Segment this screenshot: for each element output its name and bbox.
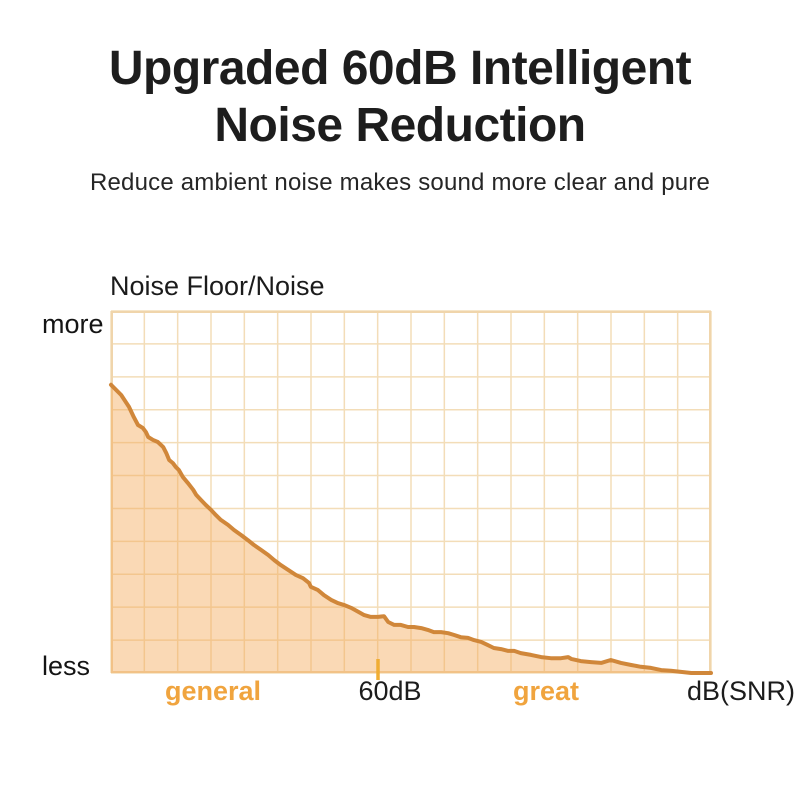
chart-title: Noise Floor/Noise xyxy=(110,271,325,301)
y-axis-label-more: more xyxy=(42,309,104,339)
noise-curve xyxy=(109,382,713,675)
grid-border xyxy=(111,311,711,673)
x-axis-label-general: general xyxy=(164,676,262,706)
x-axis-label-db-snr-: dB(SNR) xyxy=(686,676,796,706)
noise-area-fill xyxy=(111,384,711,673)
page-title: Upgraded 60dB Intelligent Noise Reductio… xyxy=(0,40,800,154)
title-line-2: Noise Reduction xyxy=(214,99,586,152)
page-subtitle: Reduce ambient noise makes sound more cl… xyxy=(89,169,711,196)
x-axis-label-60db: 60dB xyxy=(358,676,422,706)
x-axis-label-great: great xyxy=(512,676,580,706)
y-axis-label-less: less xyxy=(42,651,91,681)
chart-plot-area xyxy=(109,310,713,680)
title-line-1: Upgraded 60dB Intelligent xyxy=(108,42,692,95)
